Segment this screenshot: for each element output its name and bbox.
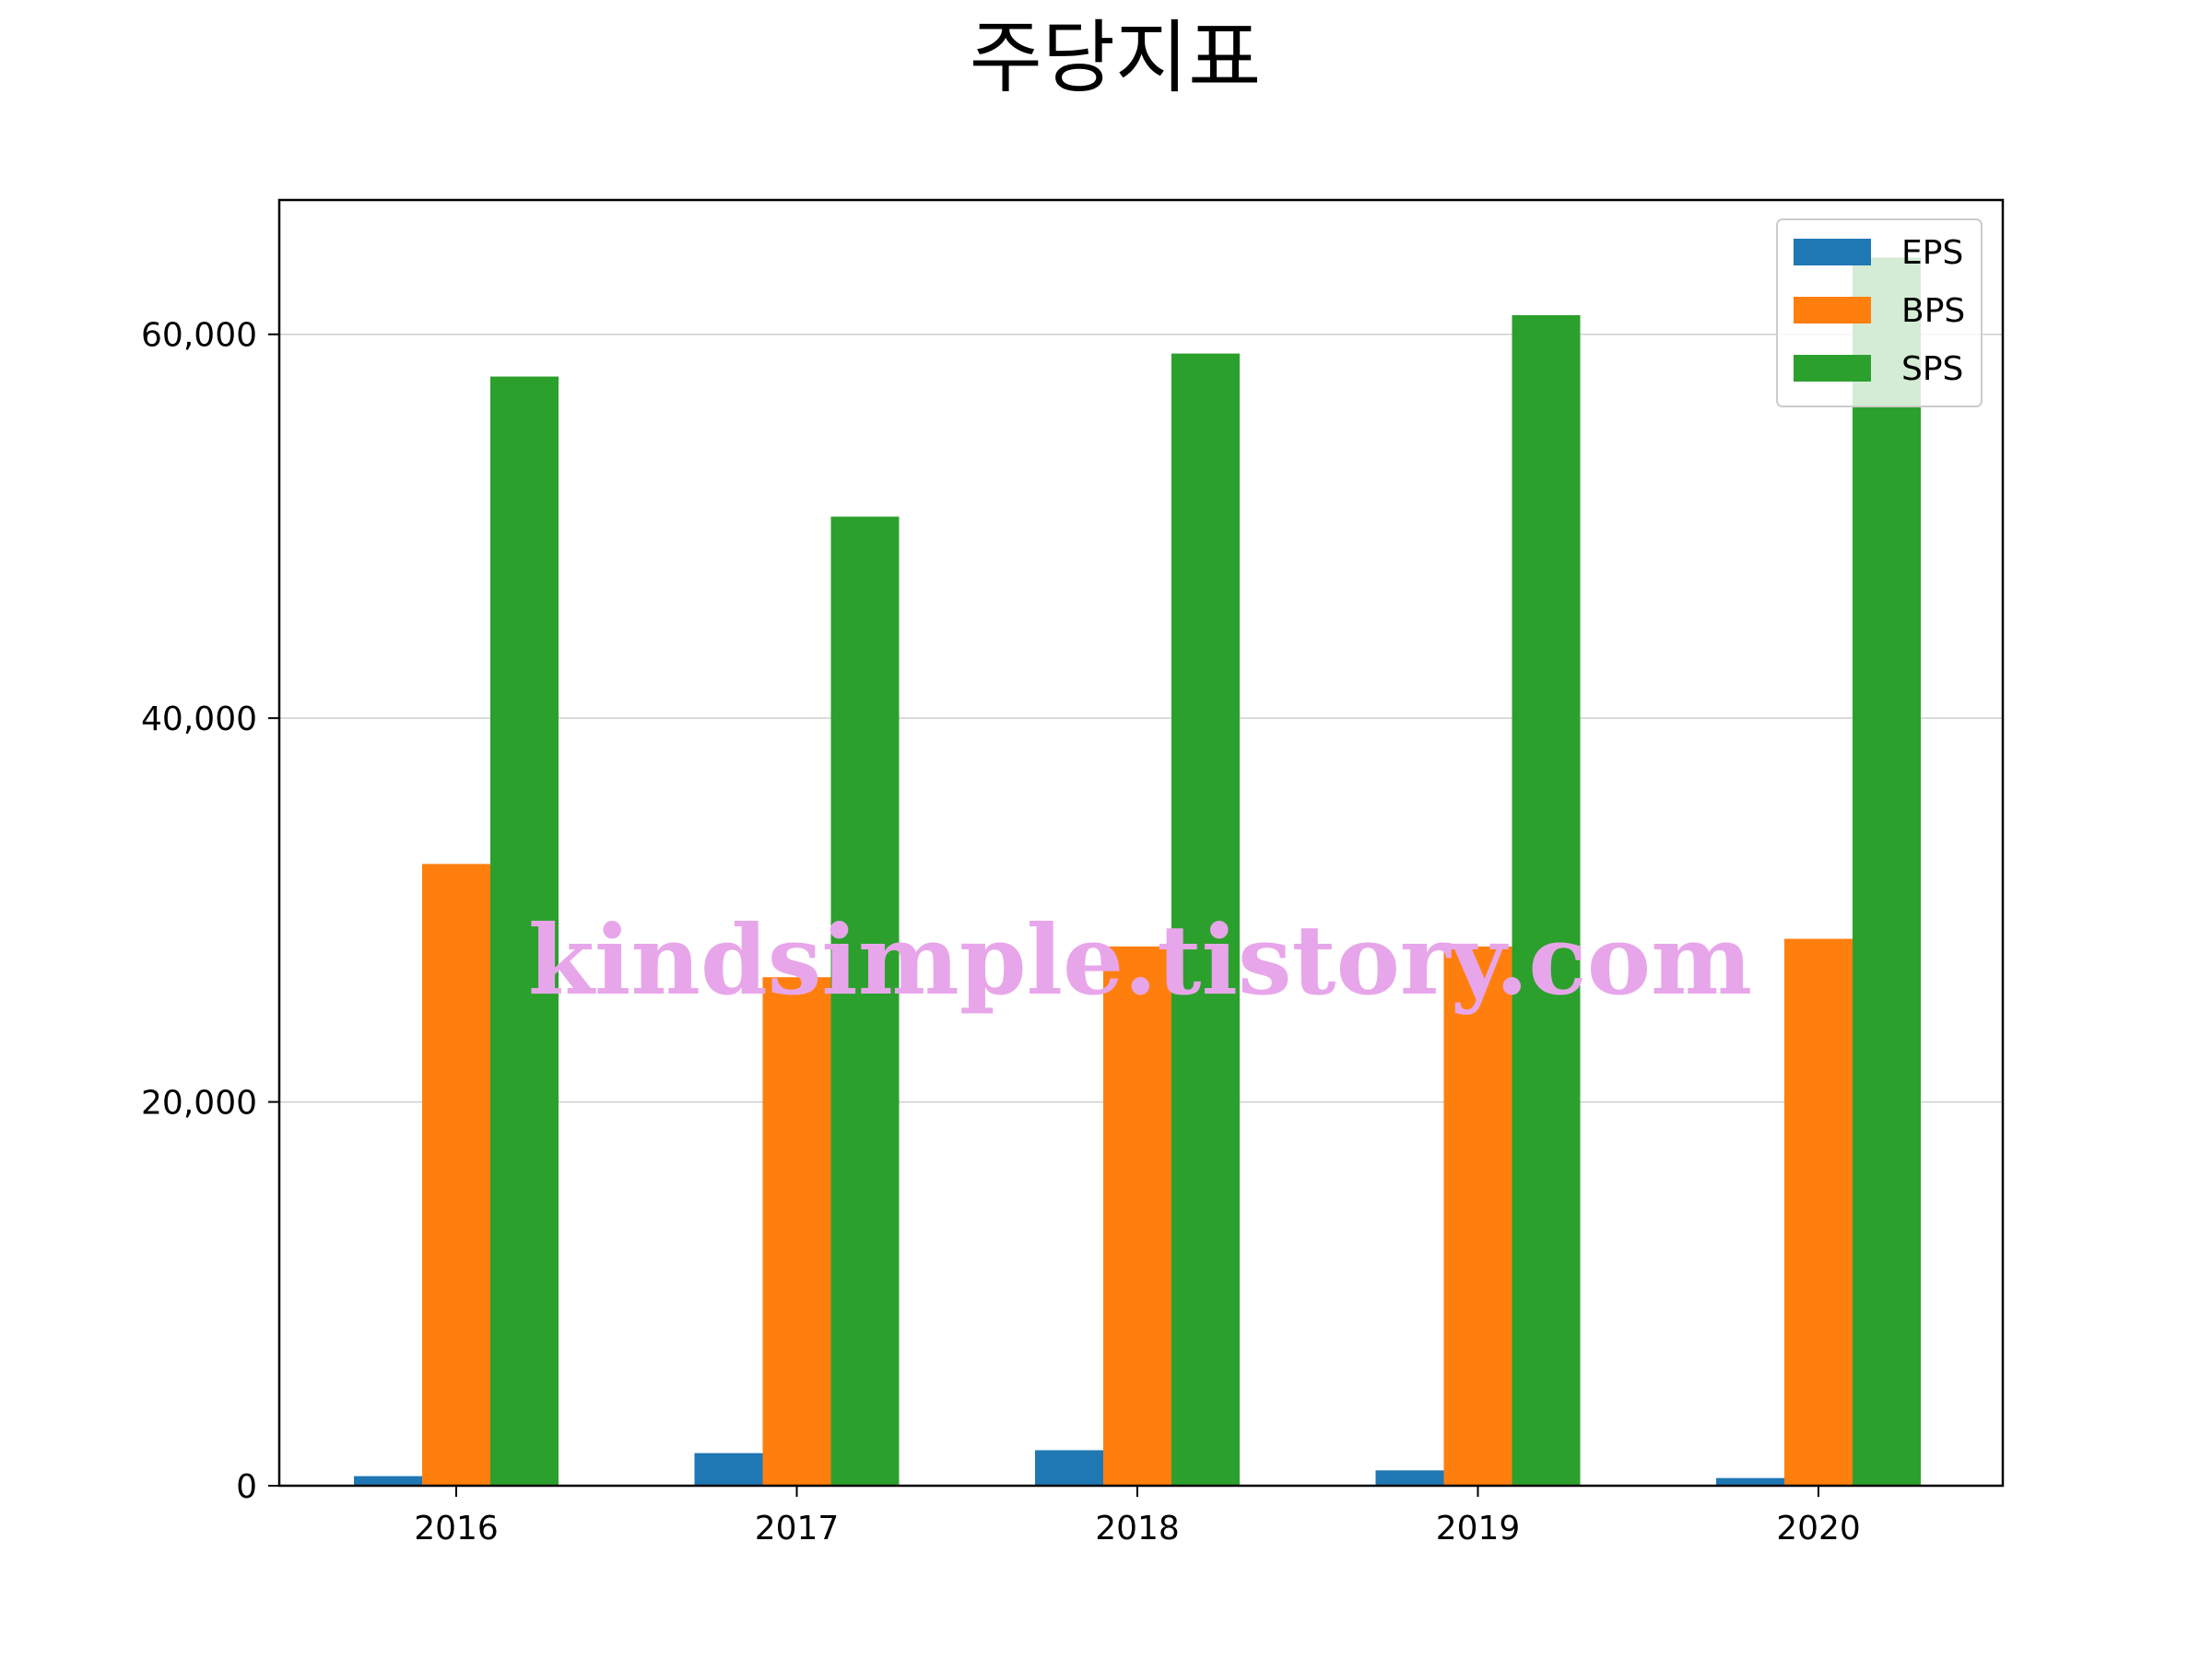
x-tick-label: 2019 xyxy=(1436,1510,1521,1547)
legend-swatch-sps xyxy=(1794,355,1871,382)
axes: 0 20,000 40,000 60,000 2016 2017 2018 2019 2020 xyxy=(141,317,1861,1547)
legend-label-eps: EPS xyxy=(1901,234,1963,272)
bar-bps xyxy=(422,864,490,1486)
legend-label-bps: BPS xyxy=(1901,292,1965,330)
bar-eps xyxy=(1035,1450,1103,1486)
bar-sps xyxy=(1853,257,1921,1487)
bar-eps xyxy=(694,1453,763,1486)
bar-eps xyxy=(354,1476,422,1486)
y-tick-label: 20,000 xyxy=(141,1085,257,1123)
bar-eps xyxy=(1716,1477,1784,1486)
bar-bps xyxy=(1443,946,1512,1486)
legend-label-sps: SPS xyxy=(1901,350,1963,388)
x-tick-label: 2017 xyxy=(755,1510,840,1547)
y-tick-label: 40,000 xyxy=(141,700,257,738)
bar-bps xyxy=(1103,946,1171,1486)
x-tick-label: 2020 xyxy=(1776,1510,1861,1547)
y-tick-label: 60,000 xyxy=(141,317,257,355)
legend: EPS BPS SPS xyxy=(1776,218,1983,407)
x-tick-label: 2018 xyxy=(1095,1510,1180,1547)
bar-bps xyxy=(762,977,831,1486)
x-tick-label: 2016 xyxy=(414,1510,499,1547)
bars xyxy=(354,257,1921,1487)
bar-bps xyxy=(1784,938,1853,1486)
watermark-text: kindsimple.tistory.com xyxy=(528,903,1752,1017)
plot-frame xyxy=(277,198,2005,1488)
chart-title: 주당지표 xyxy=(970,12,1261,104)
bar-sps xyxy=(1171,353,1240,1487)
y-tick-label: 0 xyxy=(236,1468,257,1506)
bar-sps xyxy=(830,516,900,1486)
bar-sps xyxy=(490,376,559,1486)
legend-swatch-bps xyxy=(1794,297,1871,324)
legend-swatch-eps xyxy=(1794,239,1871,265)
bar-sps xyxy=(1512,314,1581,1486)
bar-eps xyxy=(1375,1470,1444,1486)
